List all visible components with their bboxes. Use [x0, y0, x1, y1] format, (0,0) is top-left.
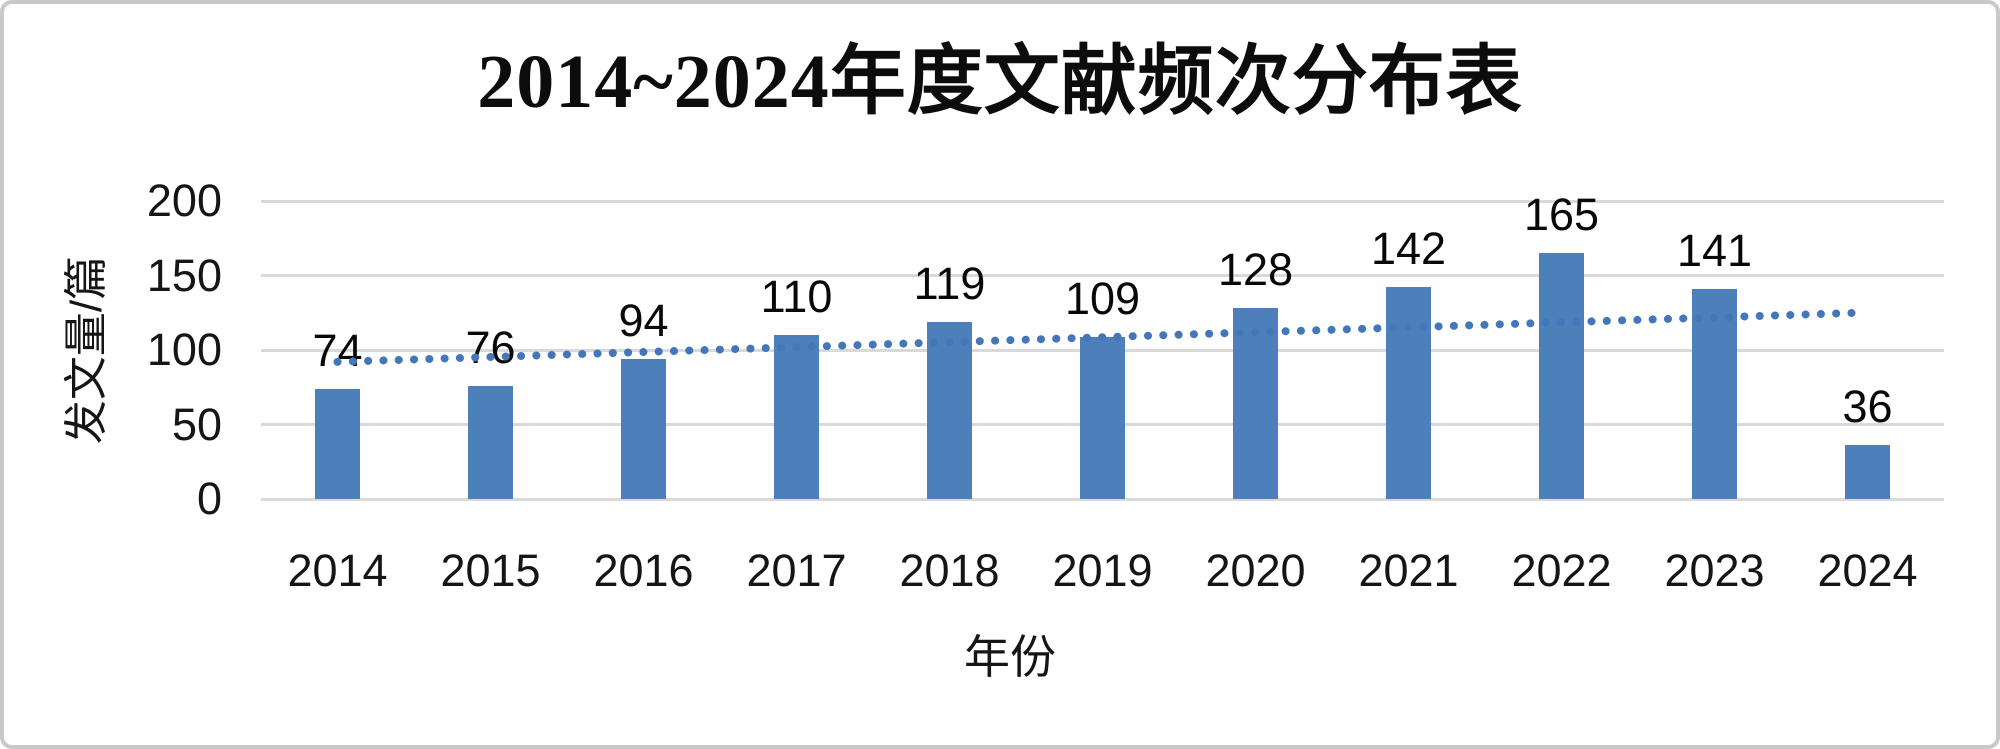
gridline-y-200 — [261, 199, 1944, 203]
y-tick-label-50: 50 — [171, 398, 222, 450]
x-tick-label-2014: 2014 — [287, 545, 388, 596]
bar-value-label-2015: 76 — [465, 321, 516, 373]
bar-value-label-2024: 36 — [1842, 381, 1893, 433]
gridline-y-0 — [261, 497, 1944, 501]
bar-value-label-2022: 165 — [1523, 189, 1600, 241]
bar-value-label-2019: 109 — [1064, 272, 1141, 324]
x-tick-label-2018: 2018 — [899, 545, 1000, 596]
x-tick-label-2024: 2024 — [1817, 545, 1918, 596]
gridline-y-150 — [261, 274, 1944, 277]
bar-value-label-2017: 110 — [760, 271, 833, 323]
y-tick-label-0: 0 — [196, 473, 222, 524]
x-tick-label-2021: 2021 — [1358, 545, 1459, 596]
bar-2018 — [927, 321, 972, 499]
x-tick-label-2023: 2023 — [1664, 545, 1765, 596]
bar-2024 — [1845, 445, 1890, 499]
bar-2015 — [468, 385, 513, 499]
bar-value-label-2020: 128 — [1217, 244, 1294, 296]
chart-title: 2014~2024年度文献频次分布表 — [477, 40, 1523, 124]
bar-2017 — [774, 335, 819, 499]
x-tick-label-2016: 2016 — [593, 545, 694, 596]
y-tick-label-200: 200 — [146, 175, 222, 226]
bar-2016 — [621, 358, 666, 499]
bar-2023 — [1692, 288, 1737, 499]
x-tick-label-2019: 2019 — [1052, 545, 1153, 596]
bar-value-label-2023: 141 — [1676, 224, 1753, 276]
x-tick-label-2020: 2020 — [1205, 545, 1306, 596]
bar-2014 — [315, 388, 360, 499]
bar-value-label-2021: 142 — [1370, 223, 1447, 275]
y-tick-label-100: 100 — [146, 324, 222, 375]
bar-value-label-2016: 94 — [618, 294, 669, 346]
bar-value-label-2014: 74 — [312, 324, 363, 376]
x-axis-title: 年份 — [964, 631, 1056, 683]
bar-value-label-2018: 119 — [913, 257, 986, 309]
x-tick-label-2017: 2017 — [746, 545, 847, 596]
x-tick-label-2022: 2022 — [1511, 545, 1612, 596]
bar-2022 — [1539, 253, 1584, 499]
bar-2019 — [1080, 336, 1125, 499]
bar-2020 — [1233, 308, 1278, 499]
x-tick-label-2015: 2015 — [440, 545, 541, 596]
y-tick-label-150: 150 — [146, 249, 222, 301]
y-axis-title: 发文量/篇 — [62, 255, 111, 445]
bar-2021 — [1386, 287, 1431, 499]
